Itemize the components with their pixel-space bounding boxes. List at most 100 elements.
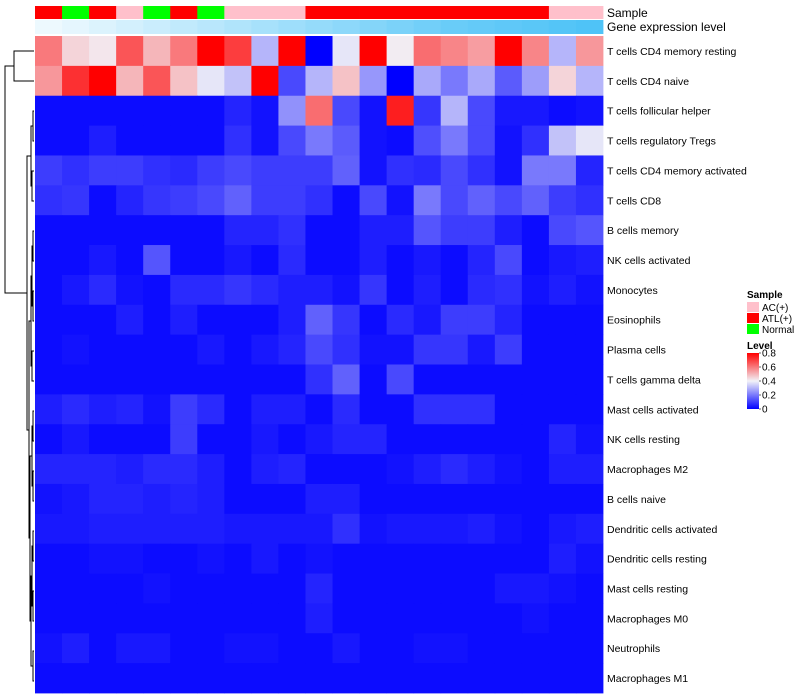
heatmap-cell <box>494 663 523 694</box>
heatmap-cell <box>548 334 577 365</box>
heatmap-cell <box>575 454 604 485</box>
heatmap-cell <box>170 65 198 97</box>
heatmap-cell <box>35 185 63 216</box>
heatmap-cell <box>89 125 117 156</box>
heatmap-cell <box>440 603 469 634</box>
heatmap-cell <box>278 155 306 186</box>
heatmap-cell <box>440 424 469 455</box>
heatmap-cell <box>116 36 144 67</box>
heatmap-cell <box>170 334 198 365</box>
heatmap-cell <box>521 215 550 246</box>
heatmap-cell <box>197 513 225 545</box>
heatmap-cell <box>467 125 496 156</box>
level-tick-label: 0.2 <box>762 391 776 402</box>
heatmap-cell <box>62 185 90 216</box>
dendrogram-branch <box>32 290 34 322</box>
heatmap-cell <box>197 603 225 634</box>
heatmap-cell <box>413 394 442 425</box>
heatmap-cell <box>548 125 577 156</box>
heatmap-cell <box>467 95 496 126</box>
heatmap-cell <box>251 633 279 664</box>
heatmap-cell <box>62 155 90 186</box>
heatmap-cell <box>332 215 360 246</box>
heatmap-cell <box>224 304 252 336</box>
heatmap-cell <box>494 394 523 425</box>
heatmap-cell <box>35 573 63 604</box>
heatmap-cell <box>197 274 225 306</box>
row-label: Neutrophils <box>607 643 660 655</box>
sample-annotation-cell <box>521 6 550 19</box>
heatmap-cell <box>62 304 90 336</box>
heatmap-cell <box>548 543 577 574</box>
heatmap-cell <box>35 245 63 276</box>
heatmap-cell <box>116 304 144 336</box>
heatmap-cell <box>359 513 388 545</box>
legend-level-colorbar <box>747 353 759 409</box>
gene-expression-annotation-cell <box>386 20 415 34</box>
heatmap-cell <box>35 95 63 126</box>
heatmap-cell <box>386 334 415 365</box>
heatmap-cell <box>143 513 171 545</box>
heatmap-cell <box>143 274 171 306</box>
level-tick-label: 0.8 <box>762 349 776 360</box>
heatmap-cell <box>35 603 63 634</box>
heatmap-cell <box>467 36 496 67</box>
heatmap-cell <box>197 304 225 336</box>
heatmap-cell <box>197 424 225 455</box>
heatmap-cell <box>305 633 333 664</box>
heatmap-cell <box>251 513 279 545</box>
gene-expression-annotation-label: Gene expression level <box>607 20 726 34</box>
heatmap-cell <box>305 663 333 694</box>
heatmap-cell <box>305 483 333 515</box>
heatmap-cell <box>494 155 523 186</box>
heatmap-cell <box>494 633 523 664</box>
heatmap-cell <box>413 304 442 336</box>
heatmap-cell <box>332 274 360 306</box>
heatmap-cell <box>143 663 171 694</box>
heatmap-cell <box>89 543 117 574</box>
sample-annotation-cell <box>89 6 117 19</box>
heatmap-cell <box>359 245 388 276</box>
heatmap-cell <box>278 483 306 515</box>
heatmap-cell <box>89 633 117 664</box>
heatmap-cell <box>305 334 333 365</box>
gene-expression-annotation-cell <box>197 20 225 34</box>
heatmap-cell <box>143 65 171 97</box>
heatmap-cell <box>332 36 360 67</box>
heatmap-cell <box>143 155 171 186</box>
heatmap-cell <box>575 304 604 336</box>
heatmap-cell <box>116 155 144 186</box>
heatmap-cell <box>197 215 225 246</box>
heatmap-cell <box>359 424 388 455</box>
heatmap-cell <box>278 274 306 306</box>
heatmap-cell <box>224 185 252 216</box>
dendrogram-branch <box>13 50 34 82</box>
heatmap-cell <box>521 573 550 604</box>
heatmap-cell <box>575 543 604 574</box>
heatmap-cell <box>521 274 550 306</box>
heatmap-cell <box>494 543 523 574</box>
heatmap-cell <box>170 215 198 246</box>
heatmap-cell <box>521 125 550 156</box>
heatmap-cell <box>494 573 523 604</box>
heatmap-cell <box>440 663 469 694</box>
heatmap-cell <box>251 424 279 455</box>
heatmap-cell <box>359 573 388 604</box>
heatmap-cell <box>440 125 469 156</box>
row-label: T cells CD4 memory resting <box>607 46 736 58</box>
heatmap-cell <box>35 334 63 365</box>
heatmap-cell <box>521 394 550 425</box>
dendrogram-branch <box>32 590 34 622</box>
heatmap-cell <box>170 424 198 455</box>
heatmap-cell <box>440 185 469 216</box>
heatmap-cell <box>197 394 225 425</box>
heatmap-cell <box>467 155 496 186</box>
legend-swatch-atl <box>747 313 759 323</box>
heatmap-cell <box>359 454 388 485</box>
heatmap-cell <box>197 185 225 216</box>
heatmap-cell <box>467 573 496 604</box>
heatmap-cell <box>386 603 415 634</box>
heatmap-cell <box>386 573 415 604</box>
row-label: T cells CD4 memory activated <box>607 165 747 177</box>
heatmap-cell <box>170 663 198 694</box>
